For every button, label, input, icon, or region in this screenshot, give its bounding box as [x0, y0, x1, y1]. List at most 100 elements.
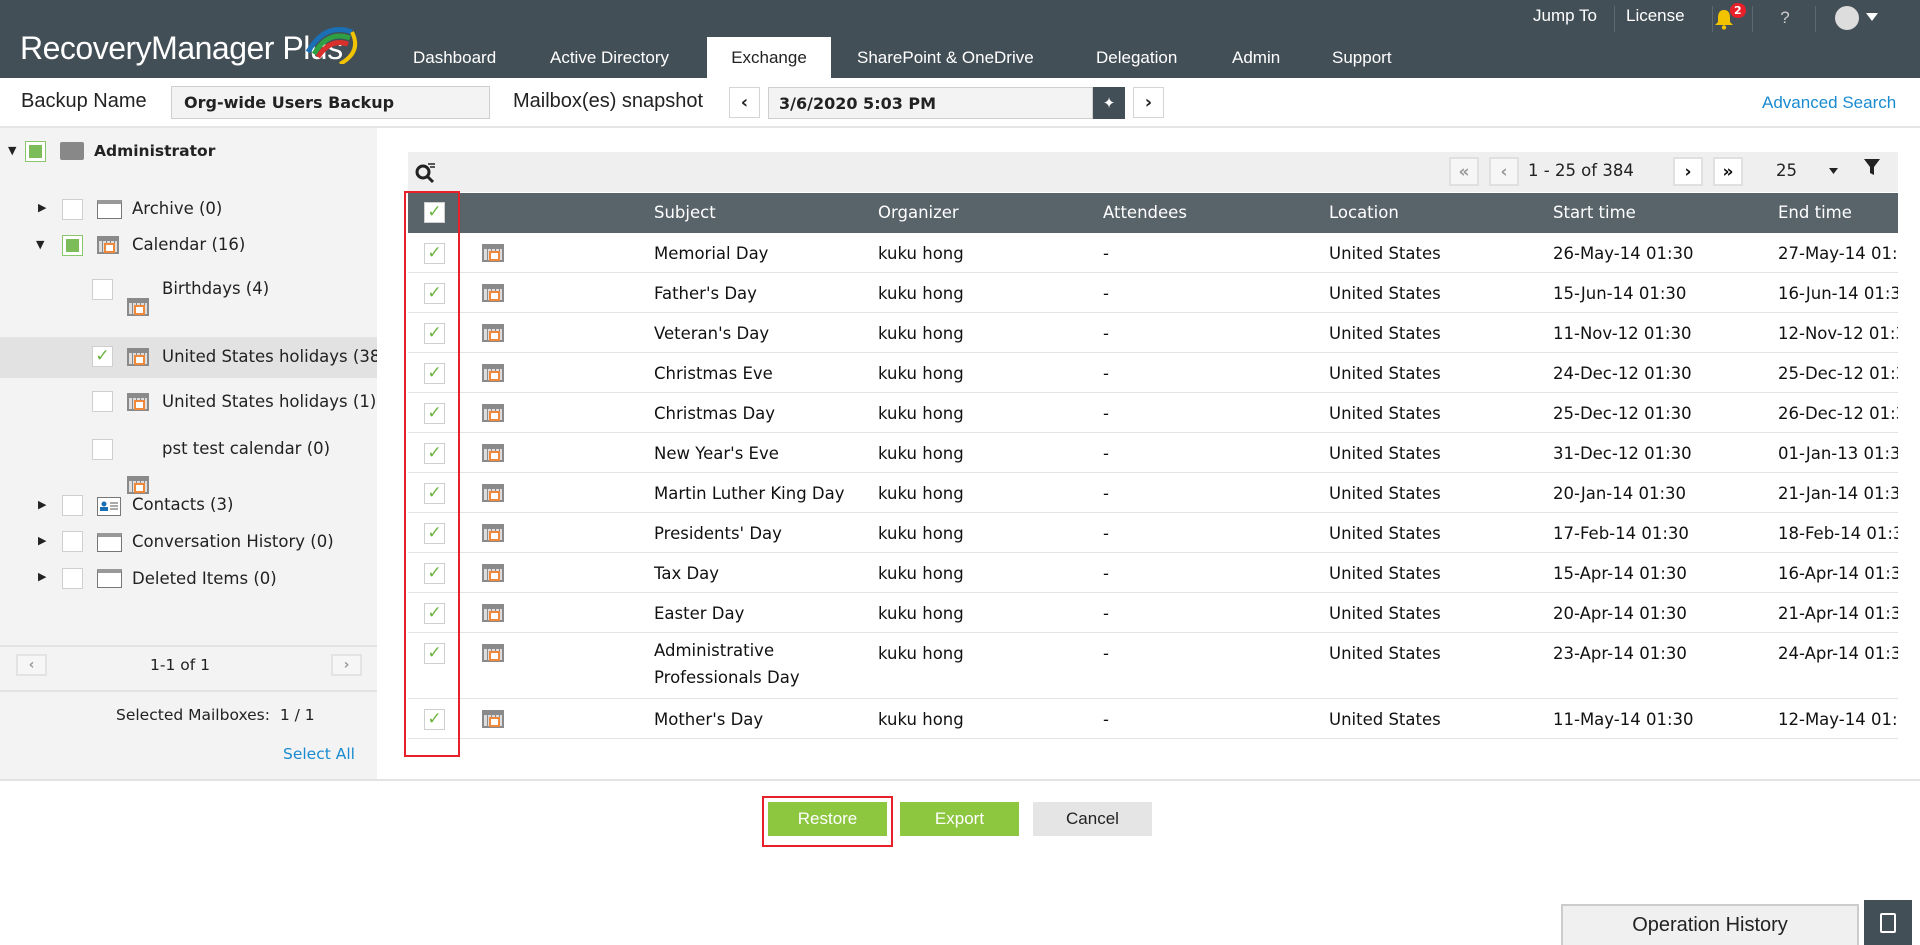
tree-checkbox-us-holidays-38[interactable]: ✓ — [92, 346, 113, 367]
table-row[interactable]: ✓ Tax Day kuku hong - United States 15-Apr-14… — [408, 553, 1898, 593]
collapse-arrow-icon[interactable]: ▼ — [8, 144, 17, 157]
calendar-item-icon — [482, 564, 504, 582]
row-checkbox[interactable]: ✓ — [424, 363, 445, 384]
table-row[interactable]: ✓ Presidents' Day kuku hong - United States 1… — [408, 513, 1898, 553]
next-page-button[interactable]: › — [1673, 157, 1703, 186]
tree-item-archive[interactable]: Archive (0) — [132, 199, 223, 218]
page-size-select[interactable]: 25 — [1776, 161, 1797, 180]
export-button[interactable]: Export — [900, 802, 1019, 836]
table-row[interactable]: ✓ Veteran's Day kuku hong - United States 11-… — [408, 313, 1898, 353]
table-row[interactable]: ✓ Christmas Eve kuku hong - United States 24-… — [408, 353, 1898, 393]
row-checkbox[interactable]: ✓ — [424, 563, 445, 584]
tab-dashboard[interactable]: Dashboard — [413, 48, 497, 67]
chevron-down-icon[interactable] — [1866, 13, 1878, 21]
chevron-down-icon[interactable] — [1829, 168, 1838, 174]
tree-next-page-button[interactable]: › — [331, 654, 362, 676]
cancel-button[interactable]: Cancel — [1033, 802, 1152, 836]
tree-item-conversation-history[interactable]: Conversation History (0) — [132, 532, 334, 551]
tab-delegation[interactable]: Delegation — [1096, 48, 1178, 67]
snapshot-date-field[interactable]: 3/6/2020 5:03 PM — [768, 87, 1093, 119]
tab-active-directory[interactable]: Active Directory — [550, 48, 670, 67]
tree-checkbox-birthdays[interactable] — [92, 279, 113, 300]
table-row[interactable]: ✓ Martin Luther King Day kuku hong - United … — [408, 473, 1898, 513]
filter-icon[interactable] — [1863, 158, 1881, 176]
table-row[interactable]: ✓ Christmas Day kuku hong - United States 25-… — [408, 393, 1898, 433]
license-link[interactable]: License — [1626, 6, 1685, 25]
tab-exchange[interactable]: Exchange — [707, 37, 831, 78]
expand-arrow-icon[interactable]: ▶ — [38, 534, 47, 547]
search-filter-icon[interactable] — [414, 161, 438, 185]
row-checkbox[interactable]: ✓ — [424, 483, 445, 504]
row-checkbox[interactable]: ✓ — [424, 643, 445, 664]
row-checkbox[interactable]: ✓ — [424, 523, 445, 544]
column-header-organizer[interactable]: Organizer — [878, 203, 959, 222]
row-checkbox[interactable]: ✓ — [424, 709, 445, 730]
column-header-start-time[interactable]: Start time — [1553, 203, 1636, 222]
prev-page-button[interactable]: ‹ — [1489, 157, 1519, 186]
advanced-search-link[interactable]: Advanced Search — [1762, 93, 1897, 112]
previous-snapshot-button[interactable]: ‹ — [729, 87, 760, 118]
row-checkbox[interactable]: ✓ — [424, 323, 445, 344]
jump-to-link[interactable]: Jump To — [1533, 6, 1597, 25]
cell-organizer: kuku hong — [878, 604, 964, 623]
tree-item-us-holidays-38[interactable]: United States holidays (38) — [162, 347, 377, 366]
row-checkbox[interactable]: ✓ — [424, 243, 445, 264]
help-icon[interactable]: ? — [1780, 8, 1790, 27]
table-row[interactable]: ✓ Mother's Day kuku hong - United States 11-M… — [408, 699, 1898, 739]
tree-item-calendar[interactable]: Calendar (16) — [132, 235, 246, 254]
column-header-attendees[interactable]: Attendees — [1103, 203, 1187, 222]
row-checkbox[interactable]: ✓ — [424, 403, 445, 424]
column-header-end-time[interactable]: End time — [1778, 203, 1852, 222]
bell-icon[interactable] — [1714, 8, 1734, 30]
cell-attendees: - — [1103, 284, 1109, 303]
tree-item-deleted-items[interactable]: Deleted Items (0) — [132, 569, 277, 588]
cell-start-time: 17-Feb-14 01:30 — [1553, 524, 1689, 543]
column-header-subject[interactable]: Subject — [654, 203, 716, 222]
tree-item-selected-row[interactable]: ✓ United States holidays (38) — [0, 337, 377, 378]
tree-item-contacts[interactable]: Contacts (3) — [132, 495, 234, 514]
first-page-button[interactable]: « — [1449, 157, 1479, 186]
table-row[interactable]: ✓ New Year's Eve kuku hong - United States 31… — [408, 433, 1898, 473]
highlight-restore — [762, 796, 893, 847]
expand-arrow-icon[interactable]: ▶ — [38, 570, 47, 583]
tree-checkbox-administrator[interactable] — [25, 141, 46, 162]
tree-checkbox-pst-test-calendar[interactable] — [92, 439, 113, 460]
folder-icon — [97, 569, 122, 588]
tab-admin[interactable]: Admin — [1232, 48, 1281, 67]
next-snapshot-button[interactable]: › — [1133, 87, 1164, 118]
tree-item-administrator[interactable]: Administrator — [94, 142, 216, 160]
last-page-button[interactable]: » — [1713, 157, 1743, 186]
row-checkbox[interactable]: ✓ — [424, 603, 445, 624]
tab-support[interactable]: Support — [1332, 48, 1392, 67]
tree-checkbox-contacts[interactable] — [62, 495, 83, 516]
tree-item-us-holidays-1[interactable]: United States holidays (1) — [162, 392, 377, 411]
restore-button[interactable]: Restore — [768, 802, 887, 836]
operation-history-button[interactable]: Operation History — [1561, 904, 1859, 945]
tree-checkbox-calendar[interactable] — [62, 235, 83, 256]
table-row[interactable]: ✓ Memorial Day kuku hong - United States 26-M… — [408, 233, 1898, 273]
table-row[interactable]: ✓ Easter Day kuku hong - United States 20-Apr… — [408, 593, 1898, 633]
collapse-arrow-icon[interactable]: ▼ — [36, 238, 45, 251]
tree-checkbox-archive[interactable] — [62, 199, 83, 220]
tree-item-birthdays[interactable]: Birthdays (4) — [162, 279, 270, 298]
expand-arrow-icon[interactable]: ▶ — [38, 498, 47, 511]
snapshot-picker-icon[interactable]: ✦ — [1093, 87, 1125, 119]
tree-checkbox-us-holidays-1[interactable] — [92, 391, 113, 412]
select-all-checkbox[interactable]: ✓ — [424, 202, 445, 223]
cell-subject: Christmas Eve — [654, 364, 773, 383]
row-checkbox[interactable]: ✓ — [424, 443, 445, 464]
tree-checkbox-conversation-history[interactable] — [62, 531, 83, 552]
chat-icon[interactable] — [1864, 900, 1912, 945]
column-header-location[interactable]: Location — [1329, 203, 1399, 222]
tree-checkbox-deleted-items[interactable] — [62, 568, 83, 589]
table-row[interactable]: ✓ Administrative Professionals Day kuku ho… — [408, 633, 1898, 699]
tab-sharepoint-onedrive[interactable]: SharePoint & OneDrive — [857, 48, 1034, 67]
backup-name-field[interactable]: Org-wide Users Backup — [171, 86, 490, 119]
row-checkbox[interactable]: ✓ — [424, 283, 445, 304]
expand-arrow-icon[interactable]: ▶ — [38, 201, 47, 214]
tree-item-pst-test-calendar[interactable]: pst test calendar (0) — [162, 439, 331, 458]
user-avatar-icon[interactable] — [1835, 6, 1859, 30]
tree-prev-page-button[interactable]: ‹ — [16, 654, 47, 676]
table-row[interactable]: ✓ Father's Day kuku hong - United States 15-J… — [408, 273, 1898, 313]
select-all-link[interactable]: Select All — [283, 745, 355, 763]
